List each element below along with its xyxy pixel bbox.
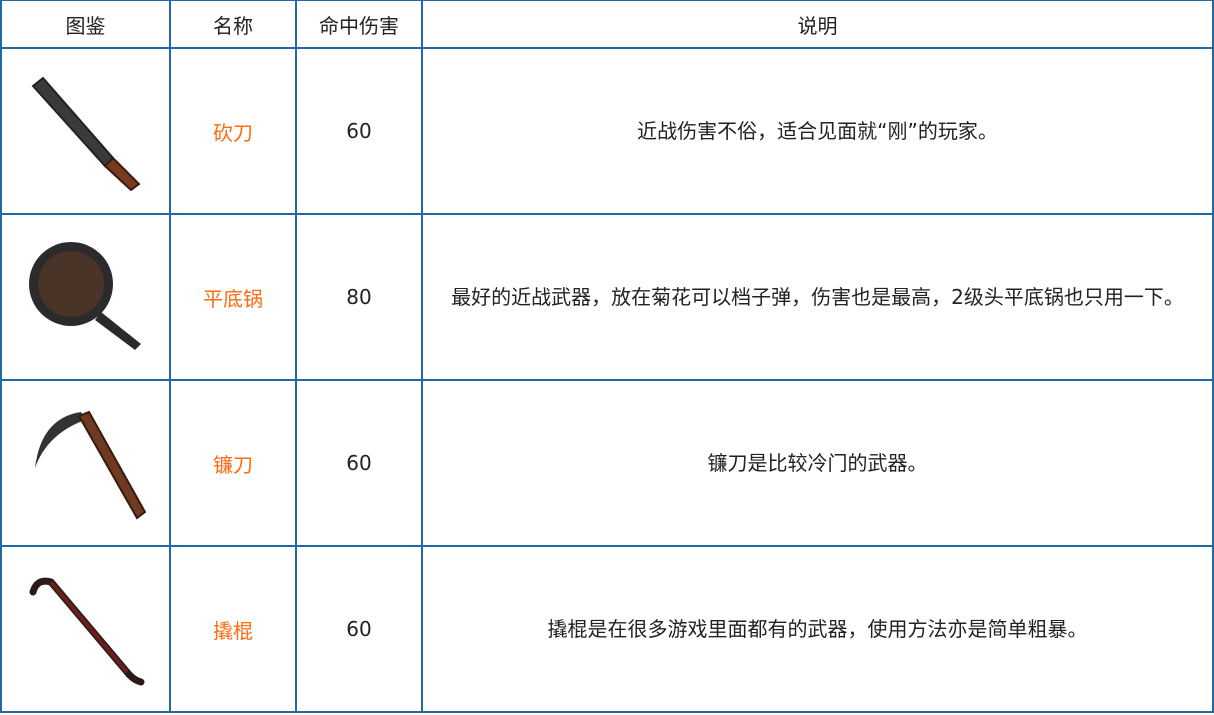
header-description: 说明 [421,0,1214,49]
weapon-description: 撬棍是在很多游戏里面都有的武器，使用方法亦是简单粗暴。 [421,545,1214,713]
weapon-name: 平底锅 [169,213,297,381]
weapon-damage: 80 [295,213,423,381]
image-cell [0,213,171,381]
weapon-description: 近战伤害不俗，适合见面就“刚”的玩家。 [421,47,1214,215]
weapon-name: 撬棍 [169,545,297,713]
header-row: 图鉴 名称 命中伤害 说明 [0,0,1214,49]
crowbar-icon [29,577,144,686]
sickle-icon [34,410,146,520]
image-cell [0,545,171,713]
weapon-name: 砍刀 [169,47,297,215]
weapon-description: 镰刀是比较冷门的武器。 [421,379,1214,547]
frying-pan-icon [28,242,141,350]
image-cell [0,47,171,215]
table-row: 平底锅 80 最好的近战武器，放在菊花可以档子弹，伤害也是最高，2级头平底锅也只… [0,213,1214,381]
weapon-name: 镰刀 [169,379,297,547]
table-row: 砍刀 60 近战伤害不俗，适合见面就“刚”的玩家。 [0,47,1214,215]
header-name: 名称 [169,0,297,49]
header-damage: 命中伤害 [295,0,423,49]
table-row: 撬棍 60 撬棍是在很多游戏里面都有的武器，使用方法亦是简单粗暴。 [0,545,1214,713]
machete-icon [31,76,141,192]
weapon-damage: 60 [295,545,423,713]
image-cell [0,379,171,547]
header-image: 图鉴 [0,0,171,49]
weapon-description: 最好的近战武器，放在菊花可以档子弹，伤害也是最高，2级头平底锅也只用一下。 [421,213,1214,381]
weapon-damage: 60 [295,47,423,215]
weapon-damage: 60 [295,379,423,547]
table-row: 镰刀 60 镰刀是比较冷门的武器。 [0,379,1214,547]
